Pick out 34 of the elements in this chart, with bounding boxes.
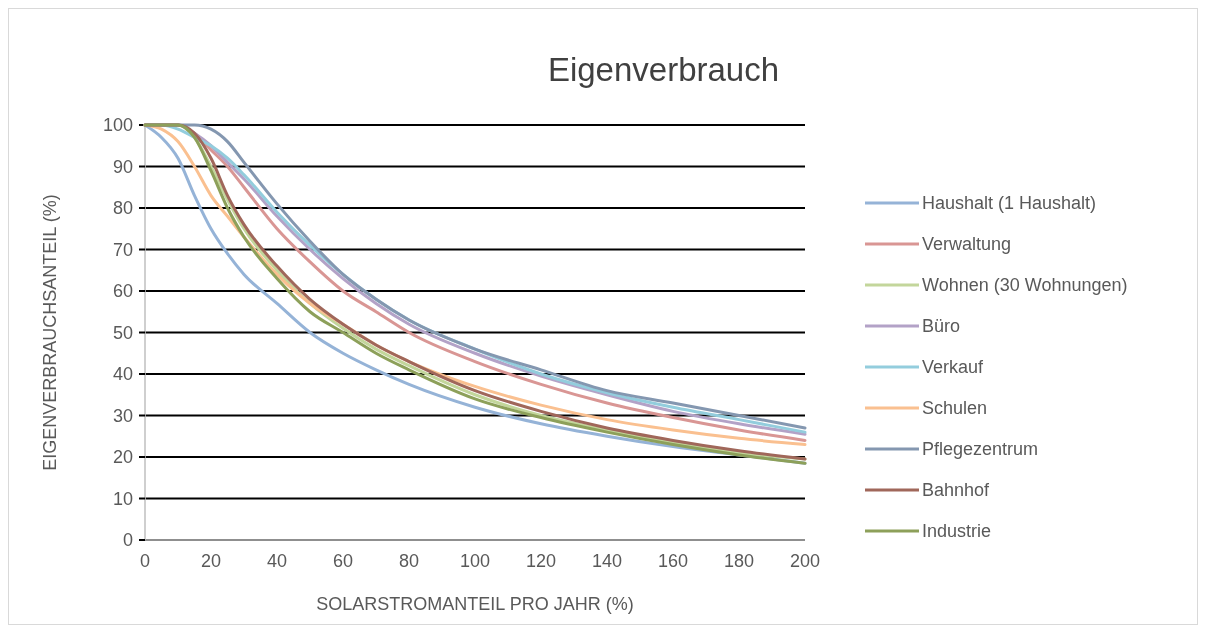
x-tick-label: 180 <box>723 551 755 571</box>
legend-label: Pflegezentrum <box>922 439 1039 460</box>
legend-label: Büro <box>922 316 961 337</box>
legend-label: Verkauf <box>922 357 985 378</box>
y-tick-label: 10 <box>112 488 133 509</box>
x-tick-label: 40 <box>266 551 288 571</box>
y-tick-label: 80 <box>112 198 133 219</box>
y-tick-label: 100 <box>102 115 133 136</box>
x-tick-label: 140 <box>591 551 623 571</box>
x-tick-label: 20 <box>200 551 222 571</box>
x-tick-label: 60 <box>332 551 354 571</box>
x-tick-label: 0 <box>139 551 151 571</box>
y-tick-label: 60 <box>112 281 133 302</box>
x-tick-label: 200 <box>789 551 821 571</box>
y-tick-label: 20 <box>112 447 133 468</box>
legend-label: Schulen <box>922 398 988 419</box>
legend-label: Bahnhof <box>922 480 991 501</box>
y-tick-label: 30 <box>112 405 133 426</box>
legend-label: Haushalt (1 Haushalt) <box>922 193 1097 214</box>
y-tick-label: 40 <box>112 364 133 385</box>
legend-label: Industrie <box>922 521 992 542</box>
x-tick-label: 80 <box>398 551 420 571</box>
y-tick-label: 70 <box>112 239 133 260</box>
x-tick-label: 120 <box>525 551 557 571</box>
y-tick-label: 50 <box>112 322 133 343</box>
y-tick-label: 90 <box>112 156 133 177</box>
x-tick-label: 160 <box>657 551 689 571</box>
chart-title: Eigenverbrauch <box>547 51 780 88</box>
y-tick-label: 0 <box>122 530 133 551</box>
x-axis-title: SOLARSTROMANTEIL PRO JAHR (%) <box>316 594 634 614</box>
y-axis-title: EIGENVERBRAUCHSANTEIL (%) <box>40 194 61 471</box>
x-tick-label: 100 <box>459 551 491 571</box>
legend-label: Wohnen (30 Wohnungen) <box>922 275 1128 296</box>
legend-label: Verwaltung <box>922 234 1012 255</box>
